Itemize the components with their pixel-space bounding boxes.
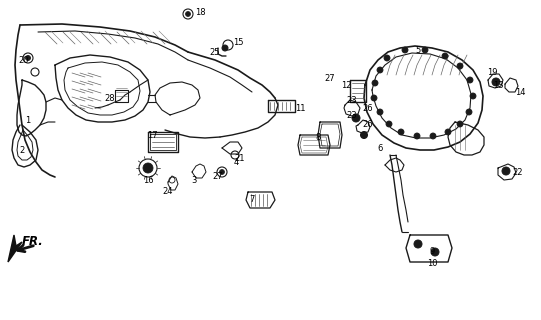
Circle shape — [470, 93, 476, 99]
Circle shape — [442, 53, 448, 59]
Text: 10: 10 — [427, 260, 437, 268]
Text: 18: 18 — [195, 7, 206, 17]
Circle shape — [372, 80, 378, 86]
Circle shape — [186, 12, 190, 17]
Circle shape — [386, 121, 392, 127]
Text: 12: 12 — [341, 81, 351, 90]
Text: 17: 17 — [147, 131, 157, 140]
Text: 1: 1 — [25, 116, 31, 124]
Circle shape — [377, 109, 383, 115]
Circle shape — [457, 121, 463, 127]
Text: 28: 28 — [105, 93, 115, 102]
Circle shape — [402, 47, 408, 53]
Text: 20: 20 — [19, 55, 29, 65]
Circle shape — [492, 78, 500, 86]
Circle shape — [430, 133, 436, 139]
Text: 7: 7 — [249, 196, 255, 204]
Text: 4: 4 — [233, 157, 239, 166]
Circle shape — [457, 63, 463, 69]
Circle shape — [222, 45, 228, 51]
Text: FR.: FR. — [22, 235, 44, 248]
Circle shape — [352, 114, 360, 122]
Text: 14: 14 — [514, 87, 525, 97]
Text: 27: 27 — [325, 74, 335, 83]
Text: 3: 3 — [192, 175, 197, 185]
Circle shape — [220, 170, 225, 174]
Text: 11: 11 — [295, 103, 305, 113]
Text: 25: 25 — [210, 47, 220, 57]
Text: 21: 21 — [235, 154, 245, 163]
Text: 24: 24 — [163, 188, 173, 196]
Circle shape — [360, 132, 367, 139]
Circle shape — [467, 77, 473, 83]
Text: 26: 26 — [362, 103, 373, 113]
Circle shape — [398, 129, 404, 135]
Text: 26: 26 — [362, 119, 373, 129]
Circle shape — [466, 109, 472, 115]
Circle shape — [445, 129, 451, 135]
Text: 6: 6 — [377, 143, 382, 153]
Circle shape — [422, 47, 428, 53]
Text: 5: 5 — [415, 45, 420, 54]
Text: 27: 27 — [213, 172, 223, 180]
Circle shape — [143, 163, 153, 173]
Circle shape — [502, 167, 510, 175]
Polygon shape — [8, 235, 22, 262]
Circle shape — [377, 67, 383, 73]
Text: 15: 15 — [233, 37, 243, 46]
Circle shape — [384, 55, 390, 61]
Circle shape — [25, 55, 30, 60]
Text: 16: 16 — [143, 175, 153, 185]
Text: 22: 22 — [513, 167, 523, 177]
Circle shape — [414, 133, 420, 139]
Text: 2: 2 — [19, 146, 25, 155]
Text: 23: 23 — [347, 95, 357, 105]
Text: 23: 23 — [347, 110, 357, 119]
Text: 19: 19 — [487, 68, 497, 76]
Text: 8: 8 — [315, 132, 321, 141]
Circle shape — [371, 95, 377, 101]
Circle shape — [431, 248, 439, 256]
Circle shape — [414, 240, 422, 248]
Text: 13: 13 — [493, 81, 503, 90]
Text: 9: 9 — [430, 247, 434, 257]
